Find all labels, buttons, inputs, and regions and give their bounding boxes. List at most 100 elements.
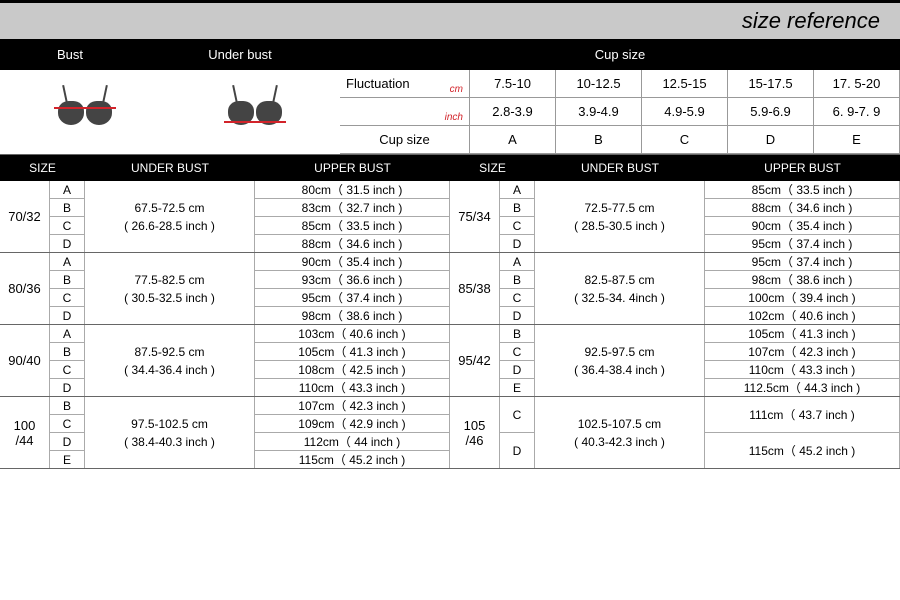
upperbust-cell: 83cm（ 32.7 inch ) xyxy=(255,199,450,217)
upperbust-col: 111cm（ 43.7 inch )115cm（ 45.2 inch ) xyxy=(705,397,900,468)
fluct-in-3: 5.9-6.9 xyxy=(728,98,814,126)
cups-col: ABCD xyxy=(50,181,85,252)
sh-under-r: UNDER BUST xyxy=(535,155,705,181)
cups-col: BCDE xyxy=(500,325,535,396)
upperbust-cell: 112.5cm（ 44.3 inch ) xyxy=(705,379,900,396)
cups-col: ABCD xyxy=(50,325,85,396)
cup-cell: C xyxy=(500,397,535,433)
cup-cell: D xyxy=(500,235,535,252)
top-section: Fluctuationcm 7.5-10 10-12.5 12.5-15 15-… xyxy=(0,70,900,155)
upperbust-cell: 105cm（ 41.3 inch ) xyxy=(255,343,450,361)
upperbust-cell: 108cm（ 42.5 inch ) xyxy=(255,361,450,379)
cup-cell: A xyxy=(500,181,535,199)
header-row: Bust Under bust Cup size xyxy=(0,39,900,70)
fluct-in-2: 4.9-5.9 xyxy=(642,98,728,126)
sh-upper-r: UPPER BUST xyxy=(705,155,900,181)
header-bust: Bust xyxy=(0,39,140,70)
cup-cell: D xyxy=(50,379,85,396)
upperbust-cell: 85cm（ 33.5 inch ) xyxy=(255,217,450,235)
cup-cell: E xyxy=(500,379,535,396)
upperbust-col: 95cm（ 37.4 inch )98cm（ 38.6 inch )100cm（… xyxy=(705,253,900,324)
size-group: 100 /44BCDE97.5-102.5 cm( 38.4-40.3 inch… xyxy=(0,397,900,469)
upperbust-cell: 88cm（ 34.6 inch ) xyxy=(255,235,450,252)
underbust-cell: 67.5-72.5 cm( 26.6-28.5 inch ) xyxy=(85,181,255,252)
cup-4: E xyxy=(814,126,900,154)
cup-cell: C xyxy=(50,361,85,379)
title-bar: size reference xyxy=(0,0,900,39)
upperbust-cell: 98cm（ 38.6 inch ) xyxy=(705,271,900,289)
size-cell: 100 /44 xyxy=(0,397,50,468)
upperbust-cell: 98cm（ 38.6 inch ) xyxy=(255,307,450,324)
upperbust-col: 90cm（ 35.4 inch )93cm（ 36.6 inch )95cm（ … xyxy=(255,253,450,324)
upperbust-cell: 107cm（ 42.3 inch ) xyxy=(255,397,450,415)
bra-diagrams xyxy=(0,70,340,154)
cup-2: C xyxy=(642,126,728,154)
cup-3: D xyxy=(728,126,814,154)
cup-cell: D xyxy=(500,307,535,324)
fluct-in-4: 6. 9-7. 9 xyxy=(814,98,900,126)
upperbust-cell: 112cm（ 44 inch ) xyxy=(255,433,450,451)
fluct-cm-1: 10-12.5 xyxy=(556,70,642,98)
upperbust-cell: 88cm（ 34.6 inch ) xyxy=(705,199,900,217)
size-group: 90/40ABCD87.5-92.5 cm( 34.4-36.4 inch )1… xyxy=(0,325,900,397)
cup-cell: C xyxy=(50,289,85,307)
upperbust-cell: 93cm（ 36.6 inch ) xyxy=(255,271,450,289)
underbust-icon xyxy=(220,87,290,137)
header-underbust: Under bust xyxy=(140,39,340,70)
upperbust-cell: 109cm（ 42.9 inch ) xyxy=(255,415,450,433)
upperbust-cell: 80cm（ 31.5 inch ) xyxy=(255,181,450,199)
underbust-cell: 102.5-107.5 cm( 40.3-42.3 inch ) xyxy=(535,397,705,468)
cups-col: CD xyxy=(500,397,535,468)
cup-size-label: Cup size xyxy=(340,126,470,154)
bust-icon xyxy=(50,87,120,137)
cup-1: B xyxy=(556,126,642,154)
cup-cell: E xyxy=(50,451,85,468)
underbust-cell: 72.5-77.5 cm( 28.5-30.5 inch ) xyxy=(535,181,705,252)
upperbust-cell: 102cm（ 40.6 inch ) xyxy=(705,307,900,324)
fluct-cm-0: 7.5-10 xyxy=(470,70,556,98)
cup-cell: C xyxy=(500,343,535,361)
size-cell: 75/34 xyxy=(450,181,500,252)
upperbust-col: 80cm（ 31.5 inch )83cm（ 32.7 inch )85cm（ … xyxy=(255,181,450,252)
cup-cell: C xyxy=(500,289,535,307)
upperbust-cell: 115cm（ 45.2 inch ) xyxy=(705,433,900,468)
upperbust-cell: 95cm（ 37.4 inch ) xyxy=(255,289,450,307)
fluct-label-in: inch xyxy=(340,98,470,126)
header-cupsize: Cup size xyxy=(340,39,900,70)
cups-col: BCDE xyxy=(50,397,85,468)
cup-cell: A xyxy=(50,181,85,199)
cup-cell: D xyxy=(500,361,535,379)
cup-cell: A xyxy=(50,325,85,343)
cup-cell: B xyxy=(500,325,535,343)
upperbust-cell: 111cm（ 43.7 inch ) xyxy=(705,397,900,433)
cup-cell: D xyxy=(50,235,85,252)
cup-cell: D xyxy=(50,307,85,324)
cup-0: A xyxy=(470,126,556,154)
underbust-cell: 87.5-92.5 cm( 34.4-36.4 inch ) xyxy=(85,325,255,396)
fluct-cm-3: 15-17.5 xyxy=(728,70,814,98)
cup-cell: C xyxy=(50,217,85,235)
size-group: 70/32ABCD67.5-72.5 cm( 26.6-28.5 inch )8… xyxy=(0,181,900,253)
upperbust-cell: 107cm（ 42.3 inch ) xyxy=(705,343,900,361)
fluct-label-cm: Fluctuationcm xyxy=(340,70,470,98)
upperbust-cell: 110cm（ 43.3 inch ) xyxy=(255,379,450,396)
underbust-cell: 77.5-82.5 cm( 30.5-32.5 inch ) xyxy=(85,253,255,324)
upperbust-cell: 95cm（ 37.4 inch ) xyxy=(705,253,900,271)
size-cell: 95/42 xyxy=(450,325,500,396)
size-cell: 90/40 xyxy=(0,325,50,396)
cup-cell: B xyxy=(50,397,85,415)
cup-cell: C xyxy=(500,217,535,235)
sh-upper-l: UPPER BUST xyxy=(255,155,450,181)
upperbust-cell: 95cm（ 37.4 inch ) xyxy=(705,235,900,252)
cup-cell: A xyxy=(50,253,85,271)
size-group: 80/36ABCD77.5-82.5 cm( 30.5-32.5 inch )9… xyxy=(0,253,900,325)
upperbust-col: 107cm（ 42.3 inch )109cm（ 42.9 inch )112c… xyxy=(255,397,450,468)
cup-cell: D xyxy=(500,433,535,468)
cup-cell: C xyxy=(50,415,85,433)
underbust-cell: 97.5-102.5 cm( 38.4-40.3 inch ) xyxy=(85,397,255,468)
fluct-in-0: 2.8-3.9 xyxy=(470,98,556,126)
upperbust-cell: 90cm（ 35.4 inch ) xyxy=(705,217,900,235)
size-cell: 105 /46 xyxy=(450,397,500,468)
sh-size-l: SIZE xyxy=(0,155,85,181)
upperbust-cell: 90cm（ 35.4 inch ) xyxy=(255,253,450,271)
